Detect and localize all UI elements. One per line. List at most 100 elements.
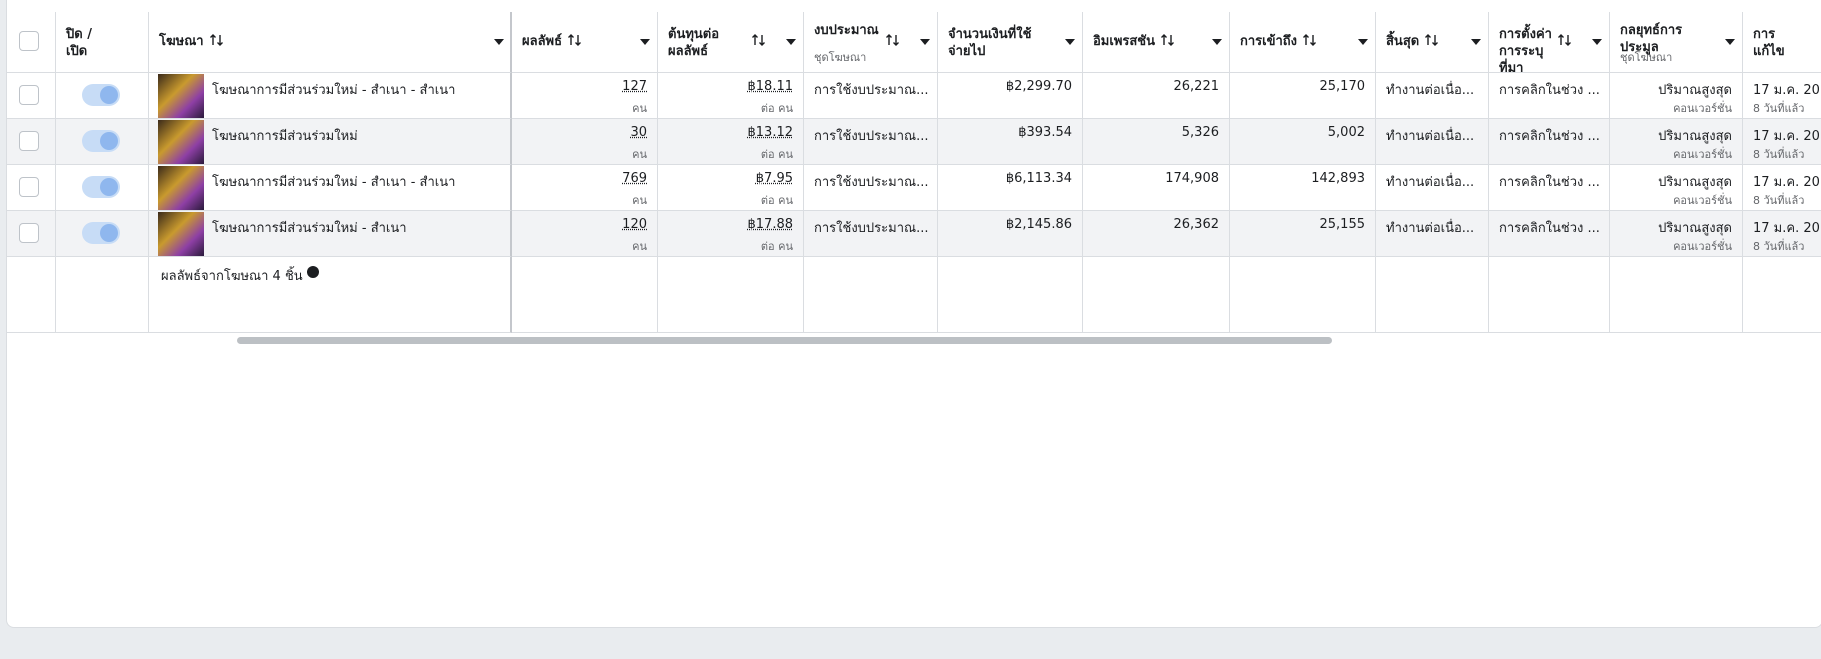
dropdown-caret[interactable] <box>786 39 796 45</box>
cell-text: คอนเวอร์ชั่น <box>1673 99 1732 117</box>
cell-text: การคลิกในช่วง ... <box>1499 217 1600 238</box>
column-header: อิมเพรสชัน <box>1083 12 1230 73</box>
table-cell: การคลิกในช่วง ... <box>1489 165 1610 211</box>
cell-text: คอนเวอร์ชั่น <box>1673 145 1732 163</box>
table-cell: ปริมาณสูงสุด คอนเวอร์ชั่น <box>1610 211 1743 257</box>
table-cell: ปริมาณสูงสุด คอนเวอร์ชั่น <box>1610 165 1743 211</box>
toggle-switch[interactable] <box>82 84 120 106</box>
cell-text: โฆษณาการมีส่วนร่วมใหม่ <box>212 125 358 146</box>
dropdown-caret[interactable] <box>1471 39 1481 45</box>
table-cell: ฿393.54 <box>938 119 1083 165</box>
cell-text: ต่อ คน <box>761 191 793 209</box>
cell-text: ทำงานต่อเนื่อ... <box>1386 79 1474 100</box>
dropdown-caret[interactable] <box>494 39 504 45</box>
cell-text: ปริมาณสูงสุด <box>1658 79 1732 100</box>
cell-text: คน <box>632 191 647 209</box>
column-header: การเข้าถึง <box>1230 12 1376 73</box>
cell-text: การคลิกในช่วง ... <box>1499 171 1600 192</box>
column-label[interactable]: จำนวนเงินที่ใช้จ่ายไป <box>948 26 1033 60</box>
cell-text: 17 ม.ค. 20 <box>1753 217 1820 238</box>
table-cell <box>7 73 56 119</box>
horizontal-scrollbar[interactable] <box>237 337 1332 344</box>
dropdown-caret[interactable] <box>1065 39 1075 45</box>
table-cell: 26,362 <box>1083 211 1230 257</box>
dropdown-caret[interactable] <box>640 39 650 45</box>
table-cell <box>7 119 56 165</box>
table-cell: ฿2,299.70 <box>938 73 1083 119</box>
toggle-switch[interactable] <box>82 222 120 244</box>
cell-text: คอนเวอร์ชั่น <box>1673 237 1732 255</box>
row-checkbox[interactable] <box>19 85 39 105</box>
cell-text: ฿7.95 <box>756 171 793 186</box>
dropdown-caret[interactable] <box>1358 39 1368 45</box>
dropdown-caret[interactable] <box>920 39 930 45</box>
table-cell: ฿2,145.86 <box>938 211 1083 257</box>
table-cell: การใช้งบประมาณ... <box>804 211 938 257</box>
cell-text: การคลิกในช่วง ... <box>1499 125 1600 146</box>
table-cell: การใช้งบประมาณ... <box>804 165 938 211</box>
column-label[interactable]: สิ้นสุด <box>1386 33 1419 50</box>
sort-icon[interactable] <box>1558 34 1572 46</box>
sort-icon[interactable] <box>886 34 900 46</box>
table-cell: 174,908 <box>1083 165 1230 211</box>
column-label[interactable]: ผลลัพธ์ <box>522 33 562 50</box>
cell-text: 8 วันที่แล้ว <box>1753 237 1804 255</box>
sort-icon[interactable] <box>568 34 582 46</box>
column-header: งบประมาณ ชุดโฆษณา <box>804 12 938 73</box>
cell-text: การใช้งบประมาณ... <box>814 217 928 238</box>
dropdown-caret[interactable] <box>1592 39 1602 45</box>
row-checkbox[interactable] <box>19 177 39 197</box>
table-cell: ทำงานต่อเนื่อ... <box>1376 119 1489 165</box>
column-label[interactable]: การตั้งค่าการระบุที่มา <box>1499 26 1560 73</box>
sort-icon[interactable] <box>1161 34 1175 46</box>
cell-text: ฿17.88 <box>748 217 794 232</box>
cell-text: 120 <box>622 217 647 232</box>
table-cell: 30 คน <box>512 119 658 165</box>
ad-thumbnail <box>158 74 204 118</box>
column-label[interactable]: ปิด / เปิด <box>66 26 99 60</box>
row-checkbox[interactable] <box>19 223 39 243</box>
cell-text: 174,908 <box>1165 171 1219 186</box>
sort-icon[interactable] <box>1303 34 1317 46</box>
table-cell: โฆษณาการมีส่วนร่วมใหม่ <box>149 119 512 165</box>
sort-icon[interactable] <box>1425 34 1439 46</box>
dropdown-caret[interactable] <box>1725 39 1735 45</box>
column-label[interactable]: การแก้ไข <box>1753 26 1772 60</box>
table-cell <box>1489 257 1610 333</box>
dropdown-caret[interactable] <box>1212 39 1222 45</box>
cell-text: 25,155 <box>1320 217 1366 232</box>
table-cell: ฿6,113.34 <box>938 165 1083 211</box>
sort-icon[interactable] <box>210 34 224 46</box>
ads-table: ปิด / เปิด โฆษณา ผลลัพธ์ ต้นทุนต่อผลลัพธ์ งบ… <box>7 12 1821 334</box>
toggle-switch[interactable] <box>82 130 120 152</box>
table-cell: ฿7.95 ต่อ คน <box>658 165 804 211</box>
select-all-checkbox[interactable] <box>19 31 39 51</box>
sort-icon[interactable] <box>752 34 766 46</box>
info-icon[interactable] <box>307 266 319 278</box>
toggle-switch[interactable] <box>82 176 120 198</box>
table-cell <box>7 211 56 257</box>
column-label[interactable]: ต้นทุนต่อผลลัพธ์ <box>668 26 754 60</box>
cell-text: ฿2,299.70 <box>1006 79 1072 94</box>
table-cell: 142,893 <box>1230 165 1376 211</box>
table-cell: 127 คน <box>512 73 658 119</box>
cell-text: ปริมาณสูงสุด <box>1658 217 1732 238</box>
table-cell <box>1230 257 1376 333</box>
table-cell <box>1610 257 1743 333</box>
cell-text: โฆษณาการมีส่วนร่วมใหม่ - สำเนา - สำเนา <box>212 171 455 192</box>
column-label[interactable]: โฆษณา <box>159 33 204 50</box>
table-cell <box>7 257 56 333</box>
cell-text: ต่อ คน <box>761 237 793 255</box>
column-label[interactable]: งบประมาณ <box>814 22 888 39</box>
column-header: จำนวนเงินที่ใช้จ่ายไป <box>938 12 1083 73</box>
row-checkbox[interactable] <box>19 131 39 151</box>
table-cell: 5,002 <box>1230 119 1376 165</box>
table-cell: ฿18.11 ต่อ คน <box>658 73 804 119</box>
table-cell: โฆษณาการมีส่วนร่วมใหม่ - สำเนา <box>149 211 512 257</box>
table-cell <box>938 257 1083 333</box>
column-label[interactable]: การเข้าถึง <box>1240 33 1297 50</box>
column-label[interactable]: อิมเพรสชัน <box>1093 33 1155 50</box>
table-cell <box>56 165 149 211</box>
table-cell: 17 ม.ค. 20 8 วันที่แล้ว <box>1743 165 1821 211</box>
cell-text: ฿6,113.34 <box>1006 171 1072 186</box>
